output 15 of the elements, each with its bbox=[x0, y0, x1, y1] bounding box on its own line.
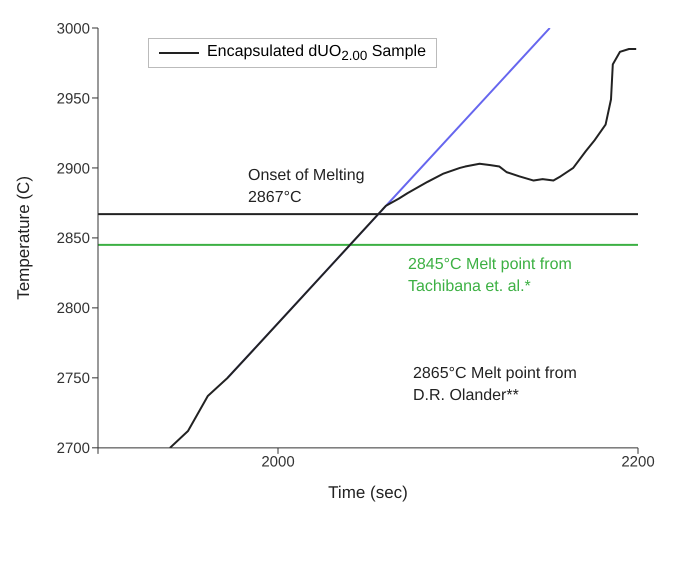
y-tick-label: 2700 bbox=[56, 440, 90, 458]
ref-line-label: Onset of Melting 2867°C bbox=[248, 167, 364, 206]
y-tick-label: 2900 bbox=[56, 160, 90, 178]
x-tick-label: 2000 bbox=[261, 453, 295, 470]
ref-line-label: 2845°C Melt point from Tachibana et. al.* bbox=[408, 256, 572, 295]
x-tick-label: 2200 bbox=[621, 453, 655, 470]
x-axis-title: Time (sec) bbox=[328, 482, 408, 502]
y-tick-label: 3000 bbox=[56, 20, 90, 38]
y-tick-label: 2950 bbox=[56, 90, 90, 108]
y-axis-title: Temperature (C) bbox=[14, 176, 34, 300]
annotation: 2865°C Melt point from D.R. Olander** bbox=[413, 364, 577, 406]
y-tick-label: 2800 bbox=[56, 300, 90, 318]
y-tick-label: 2750 bbox=[56, 370, 90, 388]
legend-label: Encapsulated dUO$_{2.00}$ Sample bbox=[207, 43, 426, 64]
y-tick-label: 2850 bbox=[56, 230, 90, 248]
